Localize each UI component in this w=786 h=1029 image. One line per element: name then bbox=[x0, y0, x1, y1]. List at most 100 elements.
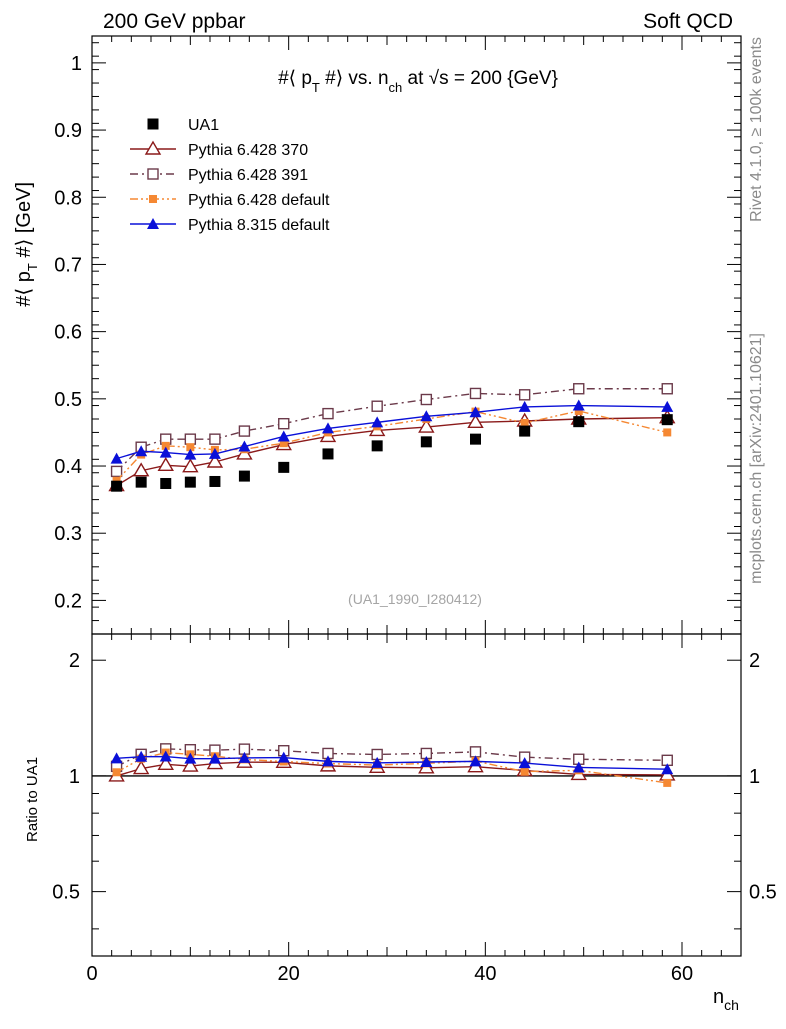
ratio-point-p8 bbox=[277, 751, 290, 763]
title-part-a: #⟨ p bbox=[278, 68, 312, 89]
data-point-p391 bbox=[322, 407, 334, 420]
ratio-line-p6def bbox=[116, 751, 668, 784]
data-point-p8 bbox=[518, 400, 531, 412]
data-point-ua1 bbox=[371, 440, 383, 452]
ratio-point-p8 bbox=[572, 761, 585, 773]
ylabel-part-b: T bbox=[25, 263, 40, 271]
ratio-point-p8 bbox=[135, 750, 148, 762]
data-point-p8 bbox=[135, 445, 148, 457]
data-point-p6def bbox=[663, 428, 672, 437]
series-p8 bbox=[110, 399, 674, 464]
data-point-p370 bbox=[157, 456, 174, 472]
legend-marker-ua1 bbox=[147, 118, 159, 130]
data-point-ua1 bbox=[160, 477, 172, 489]
legend-entry-p391: Pythia 6.428 391 bbox=[130, 167, 308, 184]
legend-marker-p391 bbox=[147, 168, 159, 180]
ratio-y-tick-label-left: 1 bbox=[69, 766, 80, 788]
data-point-p8 bbox=[469, 406, 482, 418]
legend-entry-p6def: Pythia 6.428 default bbox=[130, 192, 330, 209]
data-point-p8 bbox=[110, 452, 123, 464]
data-point-ua1 bbox=[135, 476, 147, 488]
data-point-p8 bbox=[184, 448, 197, 460]
data-point-p391 bbox=[278, 417, 290, 430]
ratio-y-tick-label-right: 2 bbox=[749, 650, 760, 672]
data-point-ua1 bbox=[470, 433, 481, 445]
legend-label-p370: Pythia 6.428 370 bbox=[188, 142, 308, 159]
ratio-point-p8 bbox=[420, 755, 433, 767]
title-part-d: ch bbox=[389, 80, 403, 95]
ratio-plot-frame bbox=[91, 633, 742, 957]
analysis-watermark: (UA1_1990_I280412) bbox=[348, 591, 482, 607]
xlabel-part-a: n bbox=[713, 986, 724, 1008]
y-tick-label: 0.7 bbox=[54, 254, 82, 276]
data-point-ua1 bbox=[420, 436, 432, 448]
chart-title: #⟨ pT #⟩ vs. nch at √s = 200 {GeV} bbox=[278, 68, 558, 95]
y-tick-label: 0.6 bbox=[54, 322, 82, 344]
data-point-p391 bbox=[573, 383, 585, 395]
ratio-point-p6def bbox=[520, 767, 529, 776]
data-point-ua1 bbox=[278, 461, 290, 473]
x-tick-label: 20 bbox=[278, 963, 300, 985]
y-tick-label: 0.2 bbox=[54, 590, 82, 612]
ratio-point-p8 bbox=[518, 757, 531, 769]
data-point-p6def bbox=[520, 419, 529, 428]
ratio-point-p8 bbox=[238, 751, 251, 763]
data-point-p391 bbox=[184, 433, 197, 445]
ratio-point-p370 bbox=[157, 755, 174, 771]
data-point-p8 bbox=[572, 399, 585, 411]
data-point-ua1 bbox=[322, 448, 334, 460]
y-tick-label: 0.3 bbox=[54, 523, 82, 545]
data-point-ua1 bbox=[661, 414, 673, 426]
data-point-p370 bbox=[206, 453, 224, 468]
ratio-point-p6def bbox=[112, 768, 121, 777]
series-line-p370 bbox=[116, 416, 668, 487]
data-point-p391 bbox=[110, 465, 123, 478]
legend-label-p391: Pythia 6.428 391 bbox=[188, 167, 308, 184]
header-left: 200 GeV ppbar bbox=[103, 10, 245, 33]
y-tick-label: 0.8 bbox=[54, 187, 82, 209]
mcplots-label: mcplots.cern.ch [arXiv:2401.10621] bbox=[748, 333, 765, 584]
ratio-point-p8 bbox=[371, 756, 384, 768]
ratio-y-tick-label-right: 0.5 bbox=[749, 882, 777, 904]
rivet-label: Rivet 4.1.0, ≥ 100k events bbox=[748, 37, 765, 222]
x-axis-label: nch bbox=[713, 986, 739, 1013]
data-point-p6def bbox=[161, 441, 170, 450]
legend-marker-p370 bbox=[144, 140, 162, 155]
data-point-ua1 bbox=[184, 476, 196, 488]
xlabel-part-b: ch bbox=[724, 997, 739, 1013]
ratio-series-p8 bbox=[110, 750, 674, 775]
ratio-y-tick-label-right: 1 bbox=[749, 766, 760, 788]
ratio-point-p8 bbox=[184, 752, 197, 764]
y-axis-label: #⟨ pT #⟩ [GeV] bbox=[13, 182, 40, 307]
data-point-p6def bbox=[574, 406, 583, 415]
ratio-point-p8 bbox=[322, 755, 334, 767]
legend-entry-p370: Pythia 6.428 370 bbox=[130, 140, 308, 159]
ylabel-part-c: #⟩ [GeV] bbox=[13, 182, 35, 263]
data-point-ua1 bbox=[111, 480, 123, 492]
axes-group: 0 20 40 60 0.2 0.3 0.4 0.5 0.6 0.7 0.8 0.9 1 0.5 0.5 1 1… bbox=[52, 35, 777, 985]
title-part-e: at √s = 200 {GeV} bbox=[402, 68, 558, 89]
ratio-y-tick-label-left: 2 bbox=[69, 650, 80, 672]
data-point-p8 bbox=[322, 422, 334, 434]
ylabel-part-a: #⟨ p bbox=[13, 271, 35, 307]
data-point-ua1 bbox=[209, 475, 221, 487]
data-point-p370 bbox=[467, 413, 484, 429]
x-tick-label: 60 bbox=[671, 963, 693, 985]
title-part-b: T bbox=[312, 80, 320, 95]
legend-marker-p6def bbox=[149, 195, 157, 203]
ratio-point-p370 bbox=[182, 757, 199, 772]
series-line-p6def bbox=[116, 410, 668, 482]
ratio-line-p391 bbox=[116, 748, 668, 767]
data-point-p8 bbox=[208, 447, 221, 459]
data-point-p8 bbox=[371, 416, 384, 428]
data-point-p391 bbox=[469, 387, 482, 400]
ratio-point-p391 bbox=[469, 746, 482, 758]
y-tick-label: 0.5 bbox=[54, 389, 82, 411]
series-line-p8 bbox=[116, 404, 668, 460]
legend-entry-p8: Pythia 8.315 default bbox=[130, 217, 330, 234]
data-point-p391 bbox=[661, 383, 673, 395]
series-ua1 bbox=[111, 414, 673, 492]
x-tick-label: 40 bbox=[474, 963, 496, 985]
